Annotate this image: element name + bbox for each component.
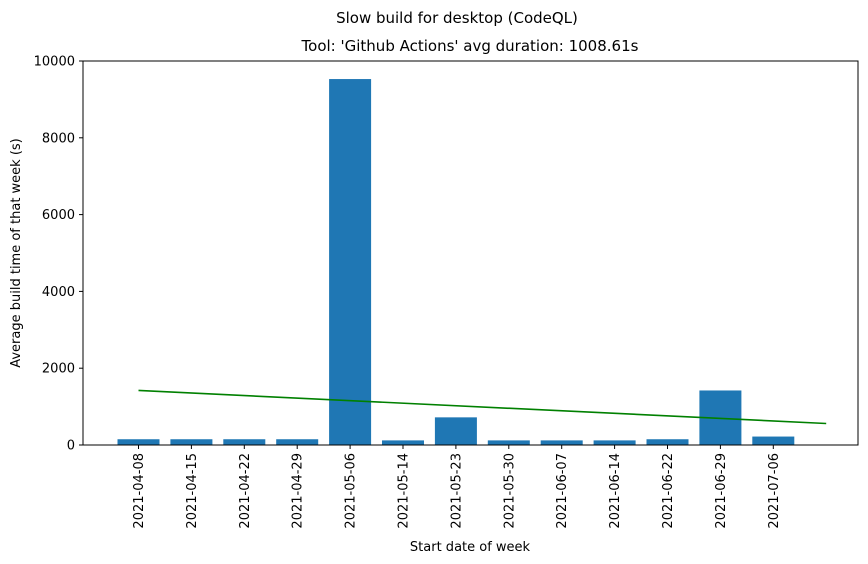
bar [752, 436, 795, 445]
x-axis: 2021-04-08 2021-04-15 2021-04-22 2021-04-29… [132, 445, 782, 529]
bar [593, 440, 636, 445]
bar [170, 439, 213, 445]
x-tick-label: 2021-05-30 [502, 453, 517, 529]
x-tick-label: 2021-06-29 [714, 453, 729, 529]
bar [117, 439, 160, 445]
y-axis-label: Average build time of that week (s) [9, 138, 24, 368]
bar [223, 439, 266, 445]
y-tick-label: 6000 [42, 208, 75, 223]
y-tick-label: 4000 [42, 285, 75, 300]
x-tick-label: 2021-05-14 [397, 453, 412, 529]
bar [646, 439, 689, 445]
chart-suptitle: Slow build for desktop (CodeQL) [336, 9, 578, 27]
x-tick-label: 2021-04-15 [185, 453, 200, 529]
x-tick-label: 2021-04-22 [238, 453, 253, 529]
x-tick-label: 2021-06-22 [661, 453, 676, 529]
bar [382, 440, 424, 445]
x-tick-label: 2021-04-29 [291, 453, 306, 529]
trend-group [138, 389, 827, 425]
bar [540, 440, 583, 445]
x-tick-label: 2021-06-07 [555, 453, 570, 529]
y-tick-label: 0 [67, 439, 75, 454]
x-tick-label: 2021-05-06 [344, 453, 359, 529]
bar [276, 439, 319, 445]
bar [487, 440, 530, 445]
x-tick-label: 2021-06-14 [608, 453, 623, 529]
bars-group [117, 79, 795, 445]
x-axis-label: Start date of week [410, 540, 531, 555]
y-tick-label: 2000 [42, 362, 75, 377]
x-tick-label: 2021-05-23 [449, 453, 464, 529]
bar [329, 79, 372, 445]
y-tick-label: 8000 [42, 131, 75, 146]
x-tick-label: 2021-07-06 [767, 453, 782, 529]
plot-frame [82, 60, 859, 446]
bar [434, 417, 477, 445]
chart-title: Tool: 'Github Actions' avg duration: 100… [301, 37, 639, 55]
trend-line [138, 389, 827, 425]
y-tick-label: 10000 [34, 55, 75, 70]
x-tick-label: 2021-04-08 [132, 453, 147, 529]
y-axis: 0 2000 4000 6000 8000 10000 [34, 55, 83, 454]
